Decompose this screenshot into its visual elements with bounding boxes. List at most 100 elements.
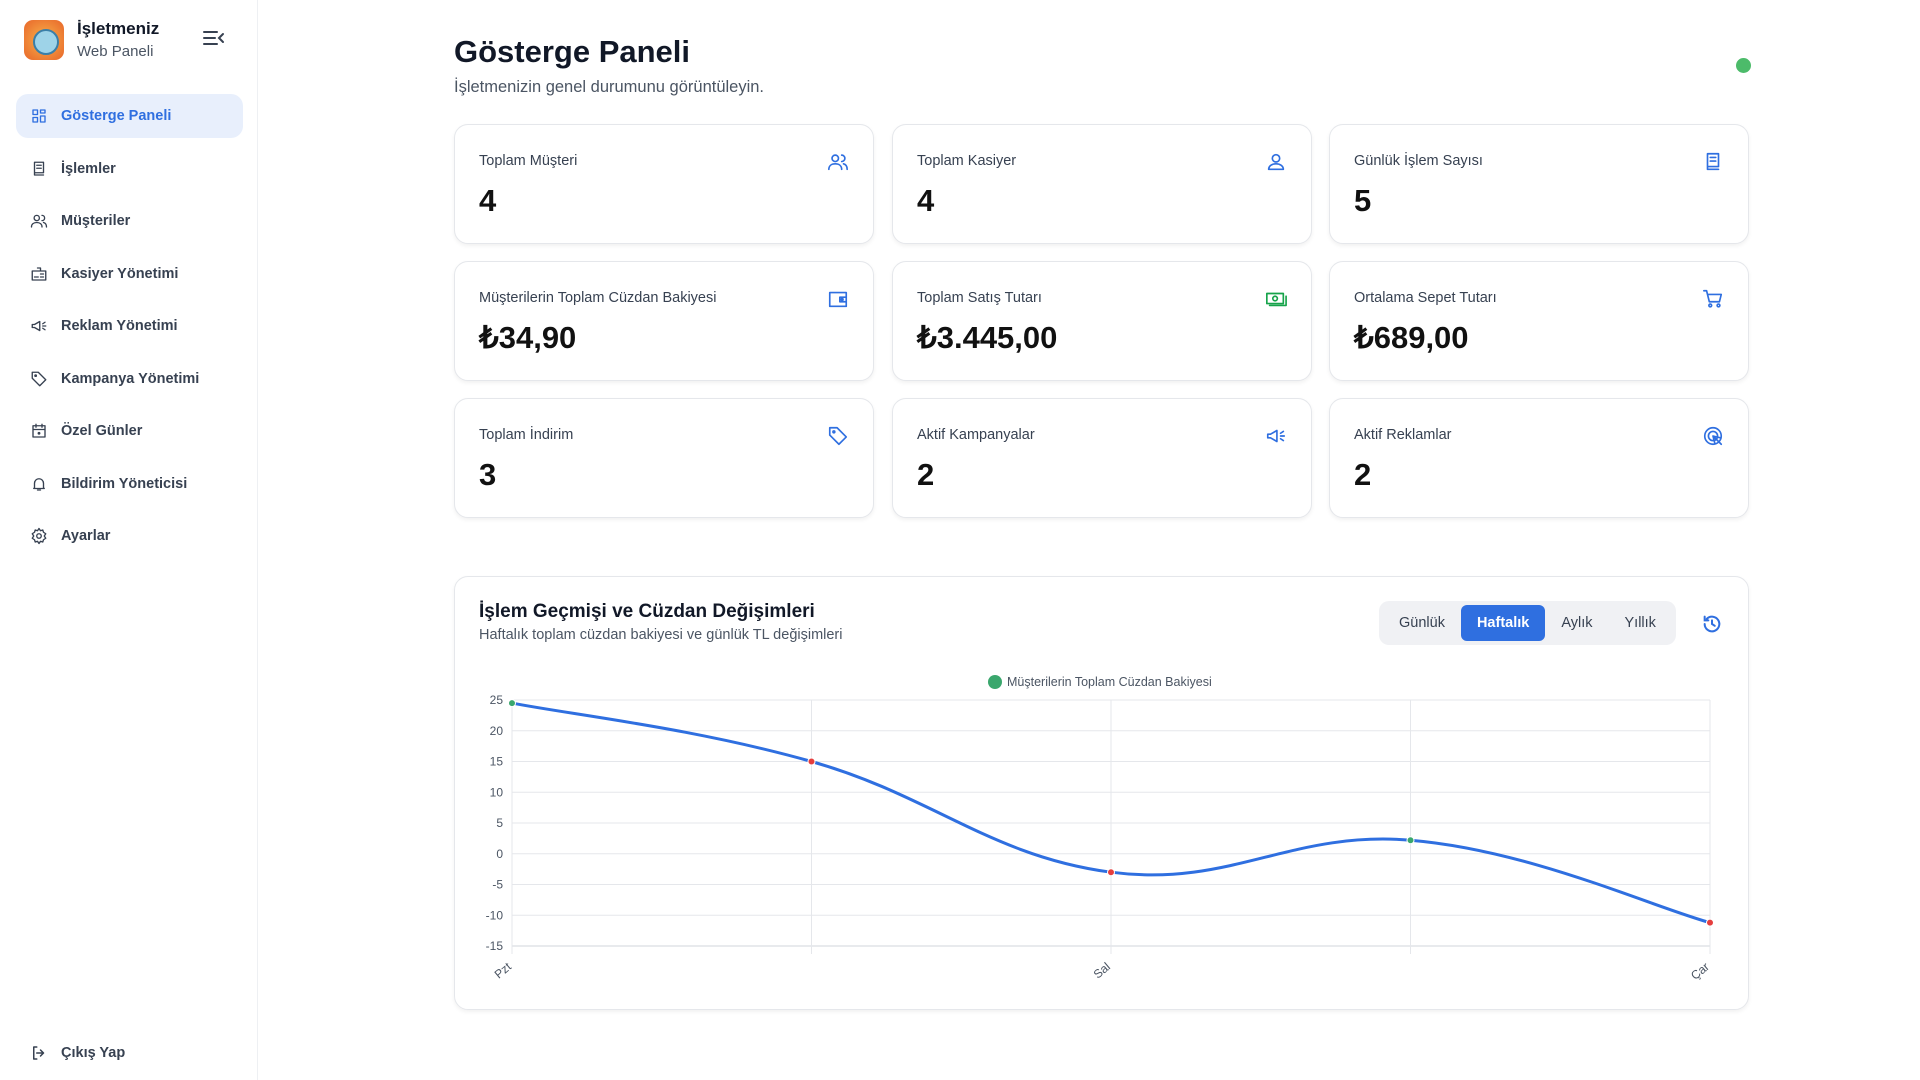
target-icon — [1703, 426, 1723, 446]
sidebar-item-label: Bildirim Yöneticisi — [61, 475, 188, 492]
chart-card: İşlem Geçmişi ve Cüzdan Değişimleri Haft… — [454, 576, 1749, 1010]
sidebar-item-megaphone[interactable]: Reklam Yönetimi — [16, 304, 243, 348]
sidebar-nav: Gösterge Paneli İşlemler Müşteriler Kasiyer… — [16, 94, 243, 567]
sidebar-item-label: Müşteriler — [61, 213, 131, 229]
sidebar-item-label: Kasiyer Yönetimi — [61, 265, 179, 282]
bell-icon — [33, 477, 45, 491]
sidebar-item-label: Gösterge Paneli — [61, 108, 172, 124]
period-tab[interactable]: Yıllık — [1624, 615, 1656, 631]
receipt-icon — [1706, 152, 1720, 171]
period-tab[interactable]: Aylık — [1561, 615, 1593, 631]
app-logo — [24, 19, 64, 60]
stat-card: Müşterilerin Toplam Cüzdan Bakiyesi ₺34,9… — [454, 261, 874, 381]
stat-label: Toplam Satış Tutarı — [917, 290, 1042, 306]
sidebar: İşletmeniz Web Paneli Gösterge Paneli İşl… — [0, 0, 258, 1080]
stat-value: 3 — [479, 457, 497, 492]
user-icon — [1267, 153, 1285, 171]
calendar-icon — [32, 423, 46, 438]
y-tick-label: 20 — [490, 724, 504, 738]
sidebar-item-gear[interactable]: Ayarlar — [16, 514, 243, 558]
sidebar-item-id-badge[interactable]: Kasiyer Yönetimi — [16, 252, 243, 296]
sidebar-item-users[interactable]: Müşteriler — [16, 199, 243, 243]
stat-card: Günlük İşlem Sayısı 5 — [1329, 124, 1749, 244]
sidebar-item-label: İşlemler — [61, 160, 116, 177]
y-tick-label: 5 — [496, 816, 503, 830]
x-tick-label: Çar — [1688, 960, 1712, 983]
stat-label: Aktif Reklamlar — [1354, 427, 1452, 443]
stat-value: 4 — [917, 183, 935, 218]
stat-label: Günlük İşlem Sayısı — [1354, 153, 1483, 169]
cart-icon — [1703, 289, 1723, 308]
logout-label: Çıkış Yap — [61, 1045, 126, 1061]
stat-card: Toplam Müşteri 4 — [454, 124, 874, 244]
stat-value: 2 — [917, 457, 935, 492]
users-icon — [30, 214, 48, 228]
stat-card: Aktif Kampanyalar 2 — [892, 398, 1312, 518]
y-tick-label: -15 — [486, 939, 504, 953]
period-selector: Günlük Haftalık Aylık Yıllık — [1379, 601, 1676, 645]
megaphone-icon — [31, 320, 47, 332]
sidebar-item-tag[interactable]: Kampanya Yönetimi — [16, 357, 243, 401]
stat-label: Toplam Kasiyer — [917, 153, 1017, 169]
y-tick-label: 15 — [490, 755, 504, 769]
sidebar-item-calendar[interactable]: Özel Günler — [16, 409, 243, 453]
y-tick-label: 10 — [490, 785, 504, 799]
stat-card: Toplam Kasiyer 4 — [892, 124, 1312, 244]
stat-value: 2 — [1354, 457, 1372, 492]
collapse-sidebar-icon[interactable] — [203, 30, 225, 46]
stat-value: ₺689,00 — [1354, 320, 1469, 355]
receipt-icon — [33, 161, 45, 176]
sidebar-item-dashboard[interactable]: Gösterge Paneli — [16, 94, 243, 138]
brand-subtitle: Web Paneli — [77, 43, 154, 60]
stat-label: Müşterilerin Toplam Cüzdan Bakiyesi — [479, 290, 717, 306]
tag-icon — [828, 426, 848, 446]
logout-button[interactable]: Çıkış Yap — [30, 1044, 125, 1062]
legend-label: Müşterilerin Toplam Cüzdan Bakiyesi — [1007, 675, 1212, 689]
data-point — [1107, 868, 1115, 877]
wallet-line-chart: 25 20 15 10 5 0 -5 -10 -15 Pzt Sal Çar Müşterilerin … — [486, 675, 1714, 983]
stat-value: 5 — [1354, 183, 1372, 218]
y-tick-label: -10 — [486, 908, 504, 922]
legend-marker — [988, 675, 1002, 689]
y-tick-label: 25 — [490, 693, 504, 707]
id-badge-icon — [31, 266, 47, 281]
tag-icon — [31, 371, 47, 386]
stat-card: Aktif Reklamlar 2 — [1329, 398, 1749, 518]
sidebar-item-bell[interactable]: Bildirim Yöneticisi — [16, 462, 243, 506]
dashboard-icon — [32, 109, 46, 123]
data-point — [807, 757, 816, 766]
stat-label: Aktif Kampanyalar — [917, 427, 1035, 443]
stat-label: Toplam İndirim — [479, 427, 574, 443]
chart-title: İşlem Geçmişi ve Cüzdan Değişimleri — [479, 601, 815, 622]
brand: İşletmeniz Web Paneli — [24, 19, 159, 60]
sidebar-item-label: Reklam Yönetimi — [61, 318, 178, 334]
data-point — [508, 699, 516, 708]
y-tick-label: -5 — [492, 878, 503, 892]
page-subtitle: İşletmenizin genel durumunu görüntüleyin… — [454, 78, 765, 96]
period-tab[interactable]: Haftalık — [1460, 605, 1546, 641]
users-icon — [828, 154, 848, 171]
brand-title: İşletmeniz — [77, 19, 160, 38]
history-icon[interactable] — [1701, 613, 1723, 635]
sidebar-item-label: Kampanya Yönetimi — [61, 370, 200, 387]
gear-icon — [31, 527, 47, 545]
cash-icon — [1266, 292, 1287, 307]
stat-value: ₺3.445,00 — [917, 320, 1058, 355]
period-tab[interactable]: Günlük — [1399, 615, 1445, 631]
stat-value: ₺34,90 — [479, 320, 577, 355]
logout-icon — [33, 1046, 45, 1060]
connection-status-indicator — [1736, 58, 1751, 73]
wallet-icon — [828, 291, 848, 308]
sidebar-item-receipt[interactable]: İşlemler — [16, 147, 243, 191]
sidebar-item-label: Özel Günler — [61, 423, 143, 439]
x-tick-label: Sal — [1091, 960, 1113, 982]
chart-subtitle: Haftalık toplam cüzdan bakiyesi ve günlü… — [479, 627, 843, 643]
stat-label: Toplam Müşteri — [479, 153, 578, 169]
page-title: Gösterge Paneli — [454, 34, 691, 69]
x-tick-label: Pzt — [492, 959, 515, 981]
stat-label: Ortalama Sepet Tutarı — [1354, 290, 1497, 306]
sidebar-item-label: Ayarlar — [61, 528, 111, 544]
megaphone-icon — [1266, 429, 1286, 443]
data-point — [1406, 836, 1415, 845]
stat-card: Toplam Satış Tutarı ₺3.445,00 — [892, 261, 1312, 381]
